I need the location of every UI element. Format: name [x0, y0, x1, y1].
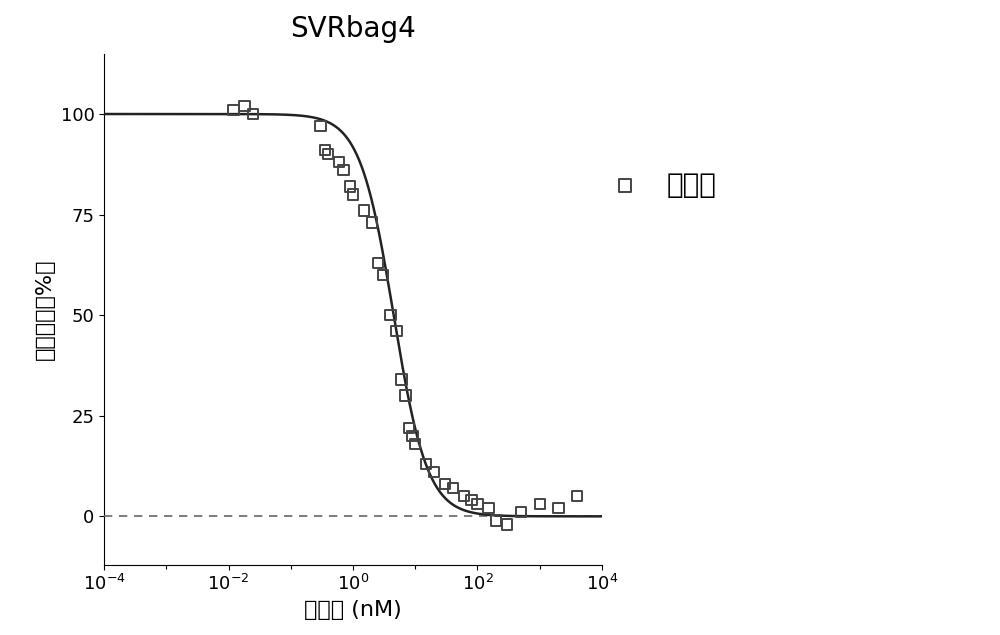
紫杉醇	[398, 391, 414, 401]
紫杉醇	[226, 105, 242, 115]
紫杉醇	[393, 375, 409, 385]
紫杉醇	[317, 145, 333, 156]
紫杉醇	[345, 189, 361, 199]
紫杉醇	[550, 503, 566, 513]
紫杉醇	[331, 157, 347, 168]
紫杉醇	[456, 491, 472, 501]
紫杉醇	[342, 182, 358, 192]
紫杉醇	[370, 258, 386, 268]
紫杉醇	[401, 423, 417, 433]
Legend: 紫杉醇: 紫杉醇	[589, 159, 727, 210]
紫杉醇	[320, 149, 336, 159]
紫杉醇	[364, 218, 380, 228]
紫杉醇	[513, 507, 529, 518]
紫杉醇	[532, 499, 548, 509]
Y-axis label: 细胞生长（%）: 细胞生长（%）	[35, 258, 55, 360]
紫杉醇	[245, 109, 261, 119]
紫杉醇	[418, 459, 434, 469]
紫杉醇	[499, 519, 515, 530]
紫杉醇	[488, 515, 504, 525]
紫杉醇	[480, 503, 496, 513]
紫杉醇	[407, 439, 423, 449]
紫杉醇	[382, 310, 398, 320]
紫杉醇	[437, 479, 453, 489]
紫杉醇	[375, 270, 391, 280]
紫杉醇	[445, 483, 461, 493]
紫杉醇	[569, 491, 585, 501]
紫杉醇	[312, 121, 328, 131]
紫杉醇	[389, 326, 405, 337]
紫杉醇	[356, 206, 372, 216]
紫杉醇	[335, 165, 351, 175]
紫杉醇	[404, 431, 420, 441]
紫杉醇	[463, 495, 479, 505]
X-axis label: 抑制剂 (nM): 抑制剂 (nM)	[304, 600, 402, 620]
紫杉醇	[236, 101, 252, 111]
紫杉醇	[469, 499, 485, 509]
Title: SVRbag4: SVRbag4	[290, 15, 416, 43]
紫杉醇	[426, 467, 442, 477]
